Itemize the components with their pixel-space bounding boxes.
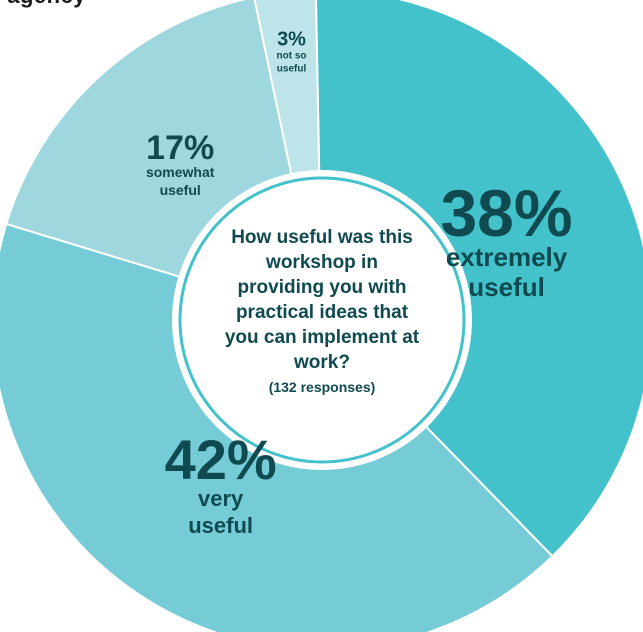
slice-extremely-useful [314, 0, 643, 558]
slice-label: very [198, 486, 244, 511]
slice-percent: 17% [146, 129, 214, 167]
slice-percent: 3% [277, 29, 306, 51]
slice-percent: 42% [165, 428, 277, 491]
slice-label: extremely [446, 242, 568, 272]
response-count: (132 responses) [268, 379, 376, 395]
slice-label: useful [160, 182, 201, 198]
chart-labels: 38%extremelyuseful42%veryuseful17%somewh… [146, 29, 573, 538]
slice-label: useful [277, 64, 307, 75]
center-question-text: How useful was this workshop in providin… [224, 227, 420, 373]
slice-label: useful [468, 272, 545, 302]
top-title-fragment: , agency [0, 0, 86, 9]
slice-not-so-useful [253, 0, 323, 321]
center-question-block: How useful was this workshop in providin… [222, 225, 422, 396]
center-ring [178, 176, 466, 464]
slice-percent: 38% [440, 176, 572, 250]
center-circle [172, 170, 472, 470]
slice-label: somewhat [146, 164, 215, 180]
slice-label: not so [277, 51, 307, 62]
slice-label: useful [188, 513, 253, 538]
